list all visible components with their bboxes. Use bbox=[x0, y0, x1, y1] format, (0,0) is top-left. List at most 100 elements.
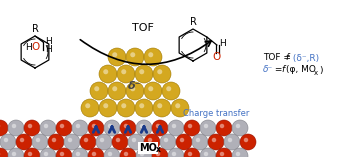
Circle shape bbox=[148, 86, 153, 91]
Text: x: x bbox=[314, 70, 318, 76]
Circle shape bbox=[232, 120, 248, 136]
Circle shape bbox=[135, 99, 153, 117]
Circle shape bbox=[48, 134, 64, 150]
Circle shape bbox=[228, 138, 232, 142]
Circle shape bbox=[175, 103, 180, 108]
Circle shape bbox=[139, 69, 144, 74]
Circle shape bbox=[180, 138, 184, 142]
Text: (δ⁻,R): (δ⁻,R) bbox=[290, 54, 319, 62]
Circle shape bbox=[144, 134, 160, 150]
Circle shape bbox=[80, 134, 96, 150]
Circle shape bbox=[96, 134, 112, 150]
Circle shape bbox=[117, 99, 135, 117]
Circle shape bbox=[153, 65, 171, 83]
Circle shape bbox=[24, 148, 40, 157]
Circle shape bbox=[220, 124, 224, 128]
Circle shape bbox=[52, 138, 56, 142]
Circle shape bbox=[44, 152, 48, 156]
Circle shape bbox=[128, 134, 144, 150]
Circle shape bbox=[172, 124, 176, 128]
Circle shape bbox=[76, 124, 80, 128]
Circle shape bbox=[94, 86, 99, 91]
Circle shape bbox=[124, 152, 128, 156]
Text: ): ) bbox=[319, 65, 322, 75]
Circle shape bbox=[28, 124, 32, 128]
Circle shape bbox=[224, 134, 240, 150]
Text: x: x bbox=[156, 146, 161, 154]
Text: H: H bbox=[219, 38, 226, 48]
Circle shape bbox=[176, 134, 192, 150]
Circle shape bbox=[188, 152, 192, 156]
Circle shape bbox=[4, 138, 8, 142]
Circle shape bbox=[216, 120, 232, 136]
Circle shape bbox=[162, 82, 180, 100]
Text: H: H bbox=[45, 46, 52, 54]
Circle shape bbox=[108, 48, 126, 66]
Circle shape bbox=[157, 103, 162, 108]
Circle shape bbox=[124, 124, 128, 128]
Circle shape bbox=[40, 120, 56, 136]
Circle shape bbox=[0, 148, 8, 157]
Circle shape bbox=[166, 86, 171, 91]
Text: (φ, MO: (φ, MO bbox=[286, 65, 316, 75]
Text: δ⁻: δ⁻ bbox=[263, 65, 273, 75]
Text: R: R bbox=[190, 17, 196, 27]
Circle shape bbox=[216, 148, 232, 157]
Circle shape bbox=[156, 152, 160, 156]
Circle shape bbox=[84, 138, 88, 142]
Circle shape bbox=[184, 148, 200, 157]
Circle shape bbox=[153, 99, 171, 117]
Circle shape bbox=[56, 148, 72, 157]
Circle shape bbox=[130, 86, 135, 91]
Circle shape bbox=[100, 138, 104, 142]
Circle shape bbox=[171, 99, 189, 117]
Circle shape bbox=[103, 69, 108, 74]
Text: Charge transfer: Charge transfer bbox=[183, 109, 249, 119]
Circle shape bbox=[44, 124, 48, 128]
Circle shape bbox=[60, 124, 64, 128]
Circle shape bbox=[20, 138, 24, 142]
Circle shape bbox=[32, 134, 48, 150]
Circle shape bbox=[116, 138, 120, 142]
Circle shape bbox=[120, 120, 136, 136]
Circle shape bbox=[88, 148, 104, 157]
Text: H: H bbox=[26, 43, 32, 51]
Circle shape bbox=[126, 82, 144, 100]
Circle shape bbox=[16, 134, 32, 150]
Circle shape bbox=[104, 120, 120, 136]
Circle shape bbox=[152, 120, 168, 136]
Circle shape bbox=[172, 152, 176, 156]
Circle shape bbox=[200, 148, 216, 157]
Circle shape bbox=[40, 148, 56, 157]
Circle shape bbox=[72, 120, 88, 136]
Circle shape bbox=[81, 99, 99, 117]
FancyArrowPatch shape bbox=[80, 40, 211, 64]
Circle shape bbox=[121, 69, 126, 74]
Circle shape bbox=[135, 65, 153, 83]
Text: H: H bbox=[45, 36, 52, 46]
Text: TOF: TOF bbox=[132, 23, 154, 33]
Circle shape bbox=[139, 103, 144, 108]
Circle shape bbox=[28, 152, 32, 156]
Text: =: = bbox=[272, 65, 285, 75]
Text: TOF =: TOF = bbox=[263, 54, 294, 62]
Circle shape bbox=[240, 134, 256, 150]
Circle shape bbox=[244, 138, 248, 142]
Circle shape bbox=[108, 152, 112, 156]
Circle shape bbox=[164, 138, 168, 142]
Circle shape bbox=[212, 138, 216, 142]
Circle shape bbox=[236, 124, 240, 128]
Circle shape bbox=[112, 52, 117, 57]
Circle shape bbox=[76, 152, 80, 156]
Circle shape bbox=[144, 48, 162, 66]
Circle shape bbox=[157, 69, 162, 74]
Circle shape bbox=[117, 65, 135, 83]
Circle shape bbox=[90, 82, 108, 100]
Circle shape bbox=[0, 134, 16, 150]
Circle shape bbox=[130, 52, 135, 57]
Circle shape bbox=[88, 120, 104, 136]
Circle shape bbox=[112, 134, 128, 150]
Circle shape bbox=[140, 124, 144, 128]
Circle shape bbox=[168, 148, 184, 157]
Circle shape bbox=[24, 120, 40, 136]
